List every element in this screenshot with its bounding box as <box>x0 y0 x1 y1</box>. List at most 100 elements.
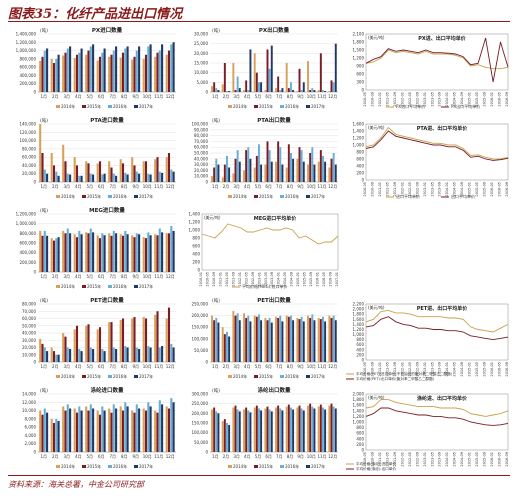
bar <box>144 238 148 272</box>
bar <box>138 348 141 362</box>
x-tick-label: 2016-05 <box>498 452 502 467</box>
bar <box>108 161 111 182</box>
bar <box>287 404 290 452</box>
bar <box>147 232 150 272</box>
bar <box>39 410 42 452</box>
x-tick-label: 10月 <box>307 184 316 189</box>
x-tick-label: 5月 <box>255 454 262 459</box>
bar <box>165 157 168 182</box>
x-tick-label: 11月 <box>317 364 326 369</box>
y-tick-label: 400,000 <box>19 73 36 78</box>
bar <box>334 43 337 92</box>
bar <box>328 91 331 92</box>
bar <box>161 232 164 272</box>
x-tick-label: 3月 <box>233 184 240 189</box>
x-tick-label: 3月 <box>233 364 240 369</box>
x-tick-label: 2016-09 <box>505 182 509 197</box>
x-tick-label: 2011-09 <box>393 182 397 197</box>
bar <box>78 406 81 452</box>
y-tick-label: 70,000 <box>194 139 208 144</box>
legend-label: 2017年 <box>311 103 325 109</box>
bar <box>223 63 226 92</box>
bar <box>75 412 79 452</box>
bar <box>55 418 58 452</box>
legend-label: 进口平均单价 <box>396 193 420 199</box>
bar <box>89 228 92 272</box>
y-tick-label: 1,200 <box>353 327 365 332</box>
bar <box>249 49 252 92</box>
y-tick-label: 200 <box>192 260 200 265</box>
x-tick-label: 2010-01 <box>199 272 203 287</box>
x-tick-label: 9月 <box>132 94 139 99</box>
bar <box>281 410 284 452</box>
bar <box>161 172 164 182</box>
y-tick-label: 100,000 <box>19 138 36 143</box>
x-tick-label: 2013-01 <box>257 272 261 287</box>
y-tick-label: 30,000 <box>194 32 208 37</box>
x-tick-label: 2014-09 <box>460 92 464 107</box>
x-tick-label: 2015-05 <box>475 92 479 107</box>
bar <box>334 164 337 182</box>
x-tick-label: 2014-01 <box>445 182 449 197</box>
x-tick-label: 2010-09 <box>370 92 374 107</box>
x-tick-label: 2015-01 <box>468 452 472 467</box>
x-tick-label: 7月 <box>109 274 116 279</box>
x-tick-label: 2015-09 <box>483 182 487 197</box>
bar <box>332 406 335 452</box>
x-tick-label: 2010-05 <box>363 452 367 467</box>
source-note: 资料来源：海关总署，中金公司研究部 <box>8 480 144 489</box>
legend-swatch <box>306 195 310 198</box>
bar <box>121 52 125 92</box>
bar <box>322 90 324 92</box>
legend-label: 2017年 <box>139 193 153 199</box>
chart-title: MEG进口平均单价 <box>254 215 297 222</box>
bar <box>73 329 76 362</box>
legend-label: 2014年 <box>233 103 247 109</box>
bar <box>154 159 157 182</box>
bar <box>226 155 228 182</box>
bar <box>39 230 42 272</box>
bar <box>247 90 250 92</box>
x-tick-label: 2015-09 <box>483 452 487 467</box>
x-tick-label: 6月 <box>265 184 272 189</box>
legend-label: 2016年 <box>113 283 127 289</box>
chart-pet-import: (吨) PET进口数量 0 10,000 20,000 30,000 40,000 50,00… <box>22 296 176 379</box>
x-tick-label: 2014-05 <box>453 362 457 377</box>
x-tick-label: 3月 <box>233 94 240 99</box>
bar <box>101 233 104 272</box>
legend-swatch <box>56 285 60 288</box>
bar <box>135 404 138 452</box>
series-line <box>201 223 339 245</box>
bar <box>156 52 159 92</box>
bar <box>255 72 258 92</box>
bar <box>92 174 95 182</box>
bar <box>161 404 164 452</box>
bar <box>41 153 44 182</box>
x-tick-label: 2015-05 <box>475 362 479 377</box>
x-tick-label: 2015-01 <box>296 272 300 287</box>
x-tick-label: 2012-05 <box>408 452 412 467</box>
bar <box>64 410 67 452</box>
bar <box>121 235 125 272</box>
x-tick-label: 8月 <box>287 454 294 459</box>
x-tick-label: 2014-09 <box>460 182 464 197</box>
y-tick-label: 1,400 <box>353 408 365 413</box>
bar <box>275 407 277 452</box>
x-tick-label: 12月 <box>166 94 175 99</box>
unit-label: (吨) <box>40 27 48 34</box>
x-tick-label: 7月 <box>276 94 283 99</box>
x-tick-label: 10月 <box>143 94 152 99</box>
bar <box>319 404 322 452</box>
x-tick-label: 9月 <box>132 364 139 369</box>
bar <box>69 348 72 362</box>
y-tick-label: 1,800 <box>353 312 365 317</box>
bar <box>279 315 282 362</box>
bar <box>149 347 152 362</box>
legend-label: 2016年 <box>113 193 127 199</box>
bar <box>287 316 290 362</box>
legend-swatch <box>134 195 138 198</box>
y-tick-label: 0 <box>33 360 36 365</box>
bar <box>232 63 235 92</box>
x-tick-label: 7月 <box>276 184 283 189</box>
bar <box>309 153 312 182</box>
